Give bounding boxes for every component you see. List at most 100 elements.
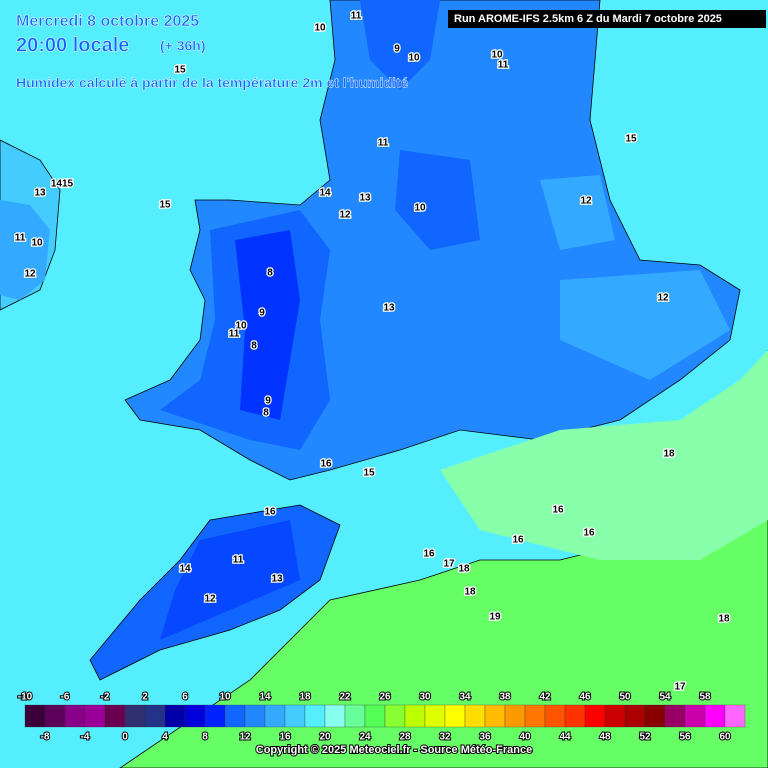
contour-label: 15 xyxy=(363,468,375,479)
contour-label: 18 xyxy=(458,564,470,575)
colorbar-swatch xyxy=(404,704,426,728)
colorbar-label: 24 xyxy=(359,732,371,743)
land-east xyxy=(540,175,615,250)
colorbar-label: 44 xyxy=(559,732,571,743)
land-anglia xyxy=(560,270,730,380)
colorbar-label: -2 xyxy=(101,692,110,703)
colorbar-swatch xyxy=(444,704,466,728)
contour-label: 13 xyxy=(34,188,46,199)
colorbar-label: 12 xyxy=(239,732,251,743)
land-channel-coast xyxy=(440,350,768,560)
colorbar-label: 32 xyxy=(439,732,451,743)
land-ireland-inner xyxy=(0,200,50,300)
colorbar-label: 30 xyxy=(419,692,431,703)
contour-label: 18 xyxy=(663,449,675,460)
colorbar-swatch xyxy=(644,704,666,728)
colorbar-label: 40 xyxy=(519,732,531,743)
colorbar-label: 46 xyxy=(579,692,591,703)
colorbar-swatch xyxy=(484,704,506,728)
contour-label: 11 xyxy=(15,233,26,244)
colorbar-label: -8 xyxy=(41,732,50,743)
land-wales-core xyxy=(235,230,300,420)
contour-label: 15 xyxy=(159,200,171,211)
contour-label: 10 xyxy=(31,238,43,249)
colorbar-label: 28 xyxy=(399,732,411,743)
colorbar-swatch xyxy=(704,704,726,728)
contour-label: 16 xyxy=(264,507,276,518)
colorbar-swatch xyxy=(724,704,746,728)
contour-label: 10 xyxy=(235,321,247,332)
contour-label: 15 xyxy=(625,134,637,145)
contour-label: 10 xyxy=(414,203,426,214)
colorbar-swatch xyxy=(584,704,606,728)
colorbar-swatch xyxy=(524,704,546,728)
colorbar-label: 22 xyxy=(339,692,351,703)
contour-label: 17 xyxy=(443,559,455,570)
land-pennines xyxy=(360,0,440,90)
contour-label: 11 xyxy=(229,329,240,340)
colorbar-swatch xyxy=(504,704,526,728)
colorbar-label: 6 xyxy=(182,692,188,703)
colorbar-label: 14 xyxy=(259,692,271,703)
contour-label: 15 xyxy=(174,65,186,76)
colorbar: -10 -6 -2 2 6 10 14 18 22 26 30 34 38 42 46 50 54 58-8 -4 0… xyxy=(17,691,746,744)
contour-label: 9 xyxy=(265,396,271,407)
contour-label: 8 xyxy=(267,268,273,279)
run-box xyxy=(448,10,766,28)
contour-label: 18 xyxy=(464,587,476,598)
colorbar-swatch xyxy=(284,704,306,728)
contour-label: 14 xyxy=(319,188,331,199)
colorbar-swatch xyxy=(24,704,46,728)
colorbar-swatch xyxy=(164,704,186,728)
contour-label: 16 xyxy=(552,505,564,516)
contour-label: 18 xyxy=(718,614,730,625)
colorbar-swatch xyxy=(104,704,126,728)
land-midlands xyxy=(395,150,480,250)
colorbar-label: 0 xyxy=(122,732,128,743)
colorbar-label: 2 xyxy=(142,692,148,703)
colorbar-label: 8 xyxy=(202,732,208,743)
colorbar-label: 52 xyxy=(639,732,651,743)
colorbar-swatch xyxy=(364,704,386,728)
colorbar-swatch xyxy=(264,704,286,728)
copyright: Copyright © 2025 Meteociel.fr - Source M… xyxy=(256,744,532,756)
contour-label: 13 xyxy=(359,193,371,204)
colorbar-swatch xyxy=(384,704,406,728)
colorbar-label: 20 xyxy=(319,732,331,743)
contour-label: 10 xyxy=(408,53,420,64)
contour-label: 1415 xyxy=(51,179,74,190)
colorbar-swatch xyxy=(184,704,206,728)
colorbar-swatch xyxy=(204,704,226,728)
colorbar-swatch xyxy=(564,704,586,728)
contour-label: 16 xyxy=(320,459,332,470)
colorbar-label: 50 xyxy=(619,692,631,703)
colorbar-label: 38 xyxy=(499,692,511,703)
contour-label: 11 xyxy=(233,555,244,566)
contour-label: 12 xyxy=(580,196,592,207)
colorbar-label: 16 xyxy=(279,732,291,743)
contour-label: 11 xyxy=(351,11,362,22)
colorbar-swatch xyxy=(64,704,86,728)
colorbar-swatch xyxy=(124,704,146,728)
contour-label: 12 xyxy=(657,293,669,304)
contour-label: 13 xyxy=(271,574,283,585)
contour-label: 8 xyxy=(251,341,257,352)
contour-label: 14 xyxy=(179,564,191,575)
colorbar-swatch xyxy=(344,704,366,728)
contour-label: 9 xyxy=(259,308,265,319)
colorbar-swatch xyxy=(324,704,346,728)
colorbar-swatch xyxy=(604,704,626,728)
contour-label: 10 xyxy=(314,23,326,34)
colorbar-swatch xyxy=(224,704,246,728)
land-southwest-core xyxy=(160,520,300,640)
colorbar-label: 60 xyxy=(719,732,731,743)
contour-label: 16 xyxy=(423,549,435,560)
colorbar-label: 34 xyxy=(459,692,471,703)
contour-label: 16 xyxy=(583,528,595,539)
colorbar-label: 42 xyxy=(539,692,551,703)
colorbar-label: -10 xyxy=(18,692,33,703)
contour-label: 11 xyxy=(498,60,509,71)
colorbar-label: 48 xyxy=(599,732,611,743)
colorbar-swatch xyxy=(464,704,486,728)
colorbar-label: -6 xyxy=(61,692,70,703)
